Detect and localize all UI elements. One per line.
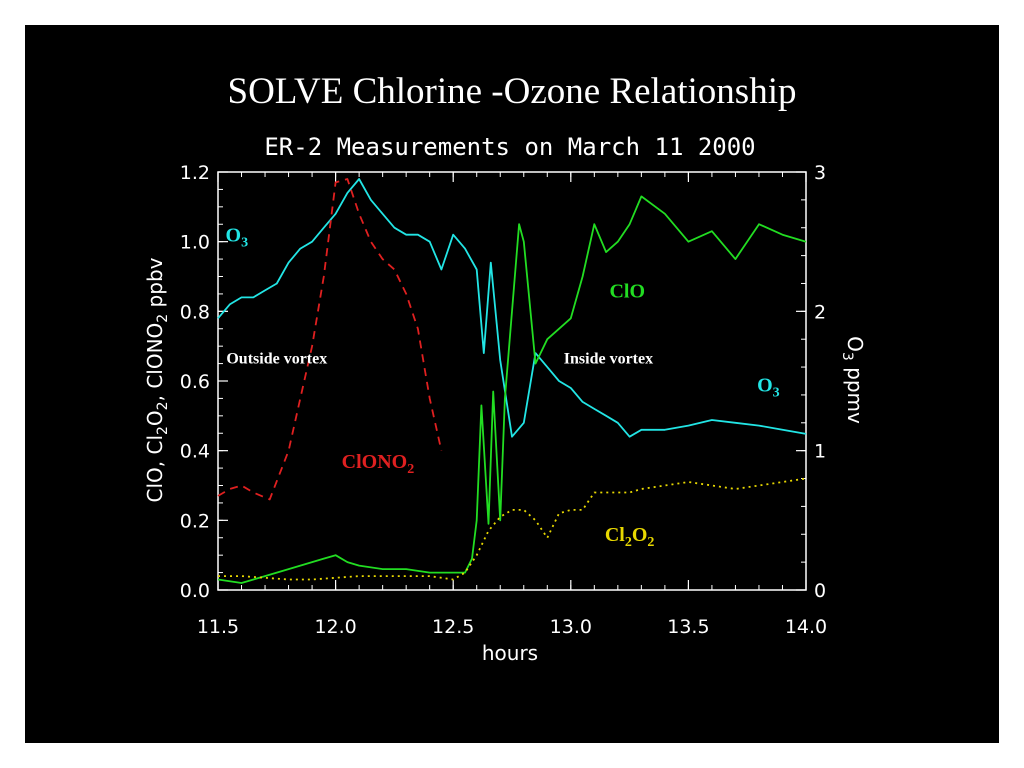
x-tick-label: 12.0 <box>314 616 356 638</box>
slide-title: SOLVE Chlorine -Ozone Relationship <box>227 71 797 112</box>
annotation-outside-vortex: Outside vortex <box>226 351 327 368</box>
annotation-part: Inside vortex <box>564 351 653 368</box>
annotation-clono2: ClONO2 <box>342 451 415 477</box>
annotation-part: 2 <box>625 535 632 550</box>
axis-title-part: 3 <box>839 352 855 361</box>
series-cl2o2-line <box>218 477 807 581</box>
axis-title-part: , ClONO <box>143 323 167 402</box>
x-tick-label: 13.5 <box>667 616 709 638</box>
annotation-part: ClO <box>609 280 645 302</box>
axis-title-part: O <box>143 410 167 426</box>
series-clo-line <box>217 195 807 584</box>
y-right-tick-label: 3 <box>814 162 826 184</box>
series-clono2-line <box>217 178 443 501</box>
axis-title-part: 2 <box>155 401 171 410</box>
y-right-tick-label: 1 <box>814 441 826 463</box>
annotation-inside-vortex: Inside vortex <box>564 351 653 368</box>
y-axis-left-title: ClO, Cl2O2, ClONO2 ppbv <box>143 257 171 502</box>
y-axis-right-title: O3 ppmv <box>839 336 867 424</box>
y-right-tick-label: 0 <box>814 580 826 602</box>
axis-title-part: O <box>843 336 867 352</box>
y-left-tick-label: 0.2 <box>180 510 210 532</box>
plot-frame <box>217 171 807 591</box>
x-tick-label: 14.0 <box>785 616 827 638</box>
y-left-tick-label: 0.6 <box>180 371 210 393</box>
annotation-part: O <box>757 374 773 396</box>
series-layer <box>217 178 807 584</box>
axis-title-part: 2 <box>155 314 171 323</box>
annotation-part: 3 <box>241 236 248 251</box>
annotation-cl2o2: Cl2O2 <box>605 524 655 550</box>
axis-title-part: ClO, Cl <box>143 435 167 503</box>
annotation-part: O <box>632 524 648 546</box>
y-right-tick-label: 2 <box>814 301 826 323</box>
annotation-o3-right: O3 <box>757 374 780 400</box>
x-tick-label: 11.5 <box>197 616 239 638</box>
y-left-tick-label: 1.2 <box>180 162 210 184</box>
annotation-part: ClONO <box>342 451 408 473</box>
y-left-tick-label: 0.8 <box>180 301 210 323</box>
annotation-part: O <box>226 225 242 247</box>
annotation-part: Cl <box>605 524 625 546</box>
axis-title-part: ppmv <box>843 361 867 424</box>
slide-background <box>25 25 999 743</box>
x-tick-label: 12.5 <box>432 616 474 638</box>
axis-title-part: 2 <box>155 426 171 435</box>
annotation-part: 2 <box>647 535 654 550</box>
series-o3-line <box>217 178 807 438</box>
y-left-tick-label: 1.0 <box>180 232 210 254</box>
y-left-tick-label: 0.0 <box>180 580 210 602</box>
annotation-part: 2 <box>407 462 414 477</box>
chart-title: ER-2 Measurements on March 11 2000 <box>264 133 755 161</box>
y-left-tick-label: 0.4 <box>180 441 210 463</box>
axis-title-part: ppbv <box>143 257 167 313</box>
annotation-clo: ClO <box>609 280 645 302</box>
axes: 11.5 12.0 12.5 13.0 13.5 14.0 0.0 0.2 0.4 0.6 0.8 1… <box>180 162 827 638</box>
annotation-part: Outside vortex <box>226 351 327 368</box>
annotation-o3-left: O3 <box>226 225 249 251</box>
annotation-part: 3 <box>773 385 780 400</box>
x-tick-label: 13.0 <box>550 616 592 638</box>
x-axis-title: hours <box>482 641 538 665</box>
